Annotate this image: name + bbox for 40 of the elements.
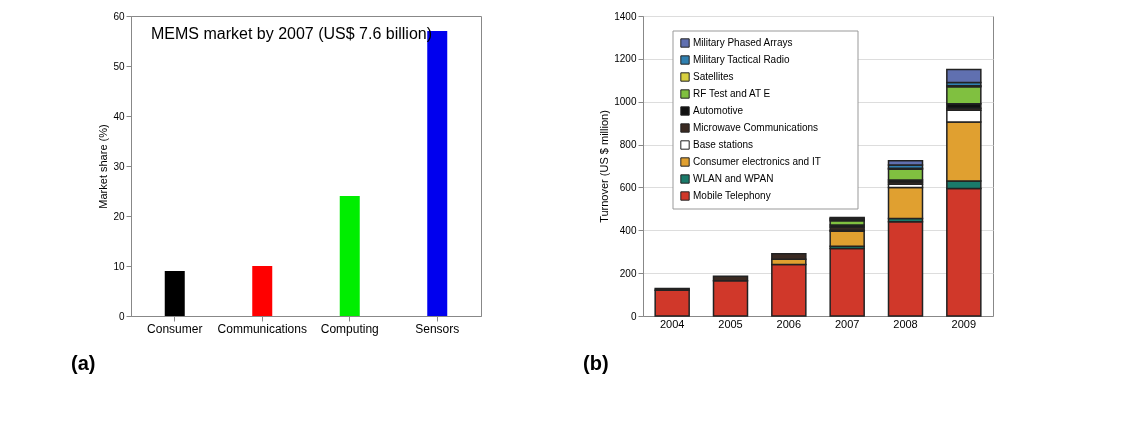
legend-label: Military Tactical Radio: [693, 54, 790, 65]
y-axis-title: Market share (%): [97, 124, 110, 209]
y-tick-label: 1400: [614, 10, 637, 22]
x-tick-label: 2006: [776, 317, 802, 330]
legend-label: Military Phased Arrays: [693, 37, 793, 48]
y-tick-label: 800: [619, 139, 637, 151]
y-tick-label: 40: [113, 110, 125, 122]
legend-label: Consumer electronics and IT: [693, 156, 821, 167]
legend-label: Microwave Communications: [693, 122, 819, 133]
legend-label: Automotive: [693, 105, 744, 116]
x-tick-label: 2009: [951, 317, 977, 330]
legend-label: WLAN and WPAN: [693, 173, 774, 184]
legend-label: Satellites: [693, 71, 734, 82]
y-tick-label: 600: [619, 181, 637, 193]
x-tick-label: 2005: [718, 317, 743, 330]
y-tick-label: 10: [113, 260, 125, 272]
x-tick-label: Communications: [217, 321, 307, 336]
text: (b): [583, 352, 609, 374]
text: MEMS market by 2007 (US$ 7.6 billion): [151, 25, 432, 42]
y-tick-label: 1200: [614, 53, 637, 65]
y-tick-label: 30: [113, 160, 125, 172]
text: (a): [71, 352, 96, 374]
x-tick-label: Consumer: [147, 321, 203, 336]
x-tick-label: 2004: [659, 317, 685, 330]
y-tick-label: 200: [619, 267, 637, 279]
x-tick-label: Sensors: [415, 321, 460, 336]
legend-label: Base stations: [693, 139, 754, 150]
y-tick-label: 50: [113, 60, 125, 72]
x-tick-label: Computing: [320, 321, 379, 336]
y-tick-label: 1000: [614, 96, 637, 108]
y-tick-label: 60: [113, 10, 125, 22]
x-tick-label: 2007: [834, 317, 860, 330]
y-tick-label: 0: [118, 310, 125, 322]
legend-label: RF Test and AT E: [693, 88, 771, 99]
legend-label: Mobile Telephony: [693, 190, 771, 201]
y-tick-label: 0: [630, 310, 637, 322]
y-tick-label: 20: [113, 210, 125, 222]
x-tick-label: 2008: [893, 317, 918, 330]
y-tick-label: 400: [619, 224, 637, 236]
y-axis-title: Turnover (US $ million): [598, 110, 611, 223]
